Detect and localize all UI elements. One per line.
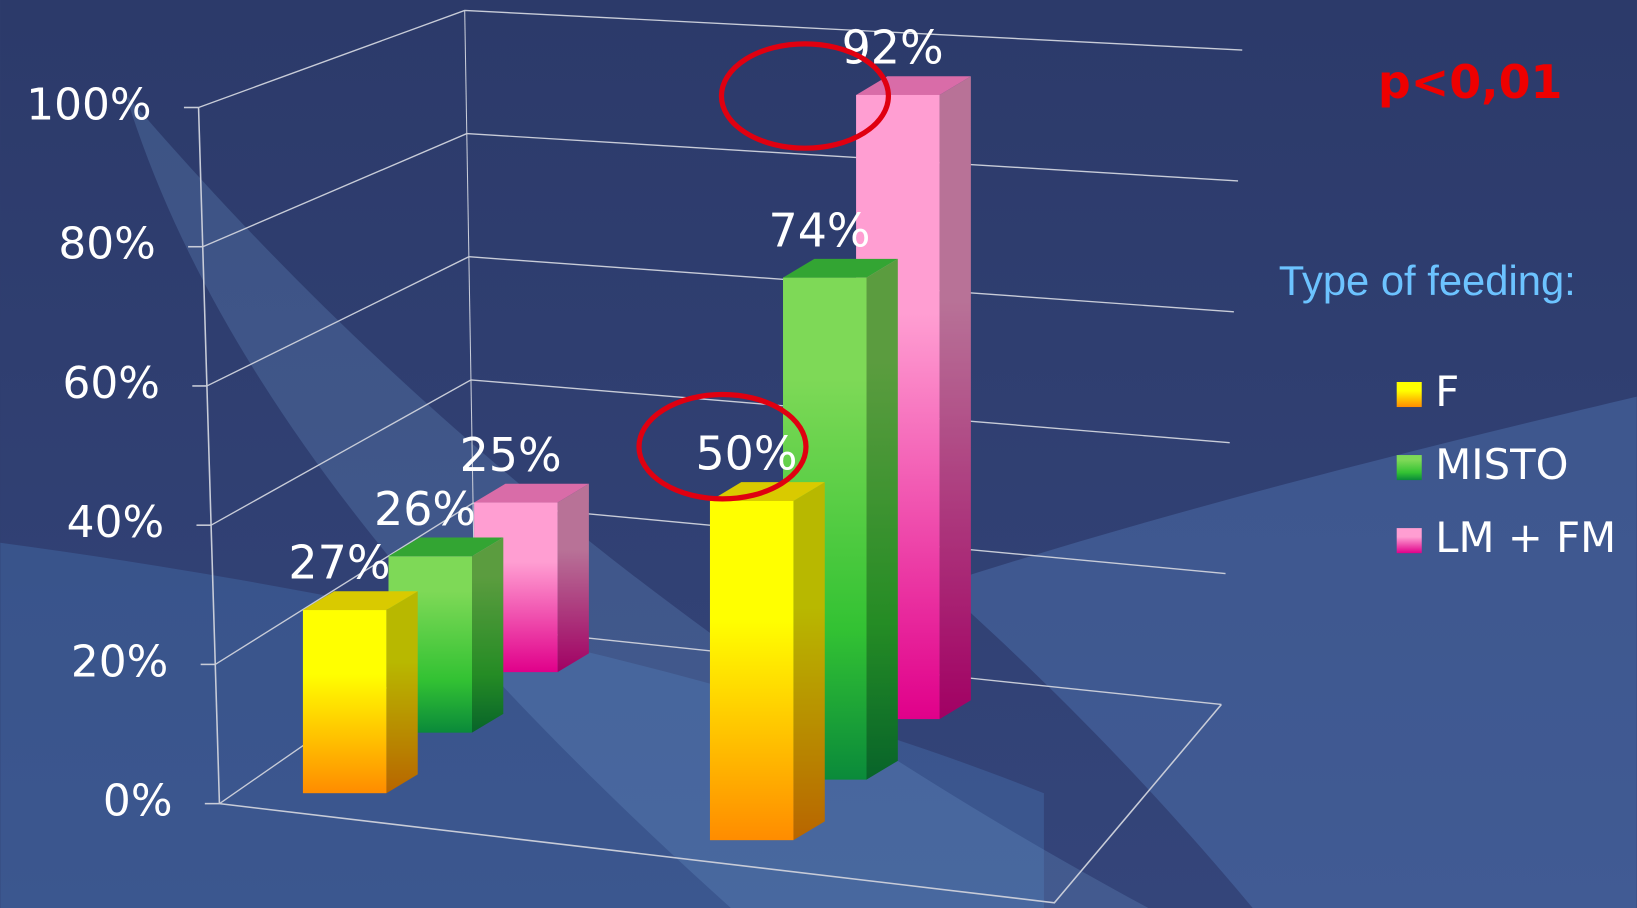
y-tick-label: 0% — [103, 776, 173, 827]
bar-front — [302, 610, 387, 794]
bar — [302, 591, 418, 794]
annotation: p<0,01 — [1378, 55, 1563, 109]
bar-top — [388, 537, 504, 557]
legend-label: F — [1435, 367, 1459, 416]
bar-side — [866, 258, 898, 780]
bar-side — [793, 482, 825, 841]
bar-side — [557, 483, 589, 673]
legend-label: MISTO — [1435, 440, 1568, 489]
grid-line — [202, 132, 1239, 248]
swoosh — [939, 396, 1637, 908]
y-tick-label: 40% — [67, 497, 164, 548]
legend-swatch — [1396, 528, 1422, 554]
data-label: 27% — [288, 536, 390, 590]
bar — [709, 482, 825, 841]
grid-line — [206, 256, 1234, 387]
legend-label: LM + FM — [1435, 513, 1616, 562]
highlight-ellipse — [718, 41, 892, 151]
floor-edge — [219, 703, 1222, 904]
bar-front — [709, 500, 794, 841]
data-label: 74% — [769, 203, 871, 257]
data-label: 92% — [842, 21, 944, 75]
plot: 0% 20% 40% 60% 80% 100% 25% 92% 26% 74% 27% 50% — [26, 9, 1243, 904]
data-label: 50% — [695, 427, 797, 481]
swoosh — [125, 93, 1149, 908]
bar-side — [939, 76, 971, 720]
y-tick-label: 20% — [71, 636, 168, 687]
bar-side — [386, 591, 418, 794]
legend-swatch — [1396, 455, 1422, 481]
legend-swatch — [1396, 381, 1422, 408]
legend-title: Type of feeding: — [1279, 257, 1576, 304]
y-tick-label: 60% — [63, 358, 160, 409]
y-tick-label: 80% — [58, 219, 155, 270]
legend: F MISTO LM + FM — [1396, 367, 1616, 562]
bar-top — [474, 483, 589, 503]
bar-side — [471, 537, 504, 733]
grid-line — [210, 379, 1230, 526]
bar-top — [783, 258, 898, 278]
data-label: 26% — [374, 482, 476, 536]
data-label: 25% — [460, 428, 562, 482]
grid-line — [198, 9, 1243, 109]
highlight-ellipse — [636, 391, 809, 502]
y-tick-label: 100% — [26, 79, 151, 130]
axis-line — [464, 10, 476, 627]
grid-line — [214, 502, 1226, 665]
axis-line — [197, 107, 221, 804]
bar-top — [302, 591, 418, 611]
